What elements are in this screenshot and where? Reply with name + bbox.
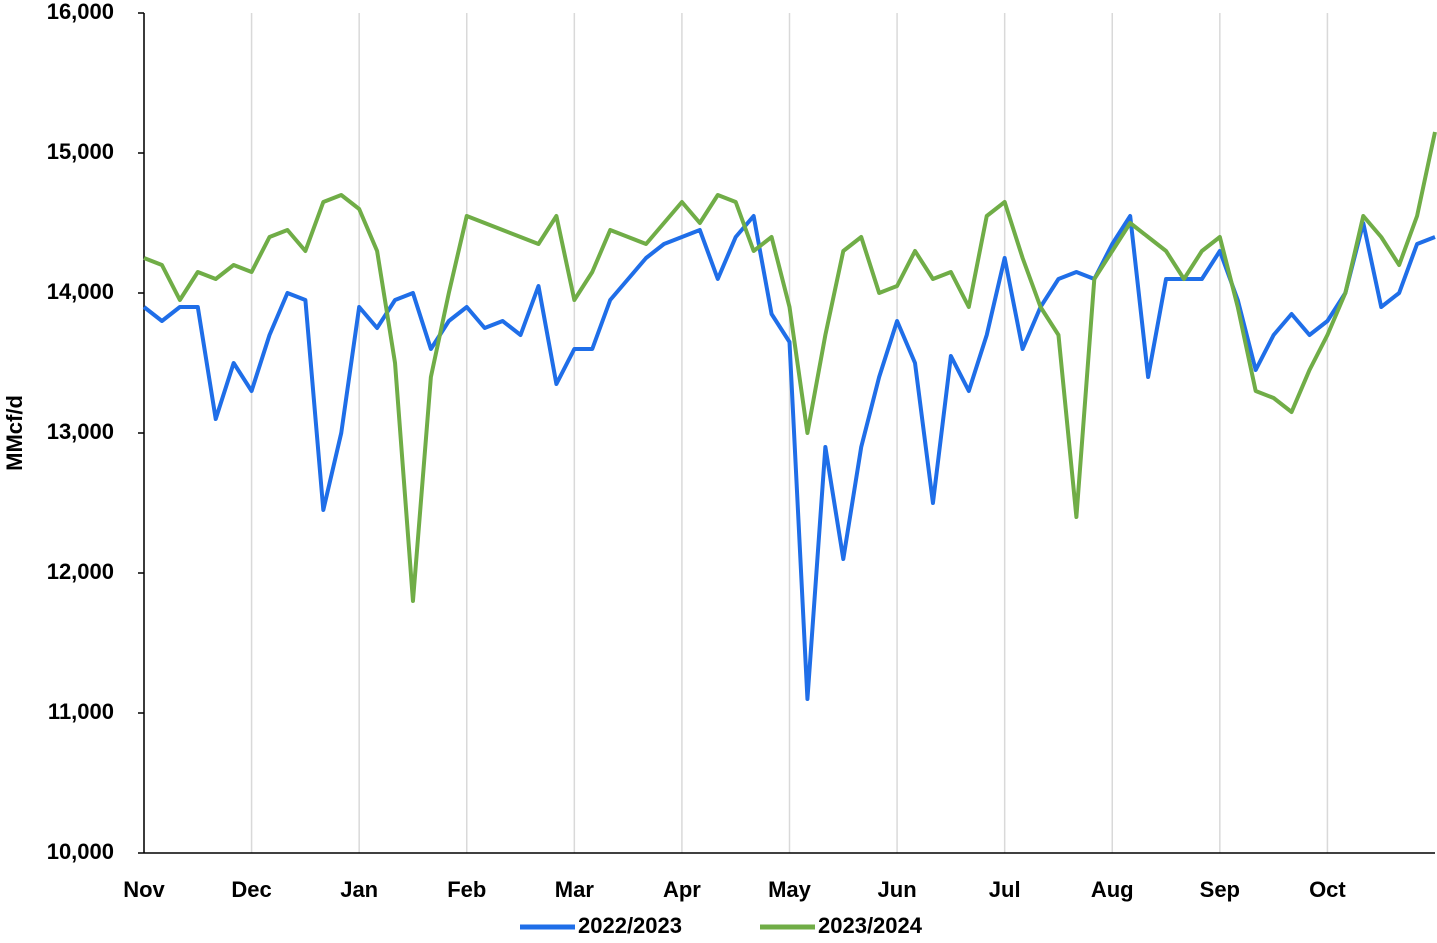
y-tick-label: 15,000 — [47, 139, 114, 164]
legend-label: 2022/2023 — [578, 913, 682, 938]
y-axis-label: MMcf/d — [2, 395, 27, 471]
y-tick-label: 10,000 — [47, 839, 114, 864]
series-line — [143, 131, 1437, 603]
x-tick-label: Jul — [989, 877, 1021, 902]
y-tick-label: 13,000 — [47, 419, 114, 444]
x-tick-label: Jan — [340, 877, 378, 902]
y-tick-label: 14,000 — [47, 279, 114, 304]
legend-label: 2023/2024 — [818, 913, 923, 938]
x-tick-label: Oct — [1309, 877, 1346, 902]
x-tick-label: Jun — [878, 877, 917, 902]
x-tick-label: Apr — [663, 877, 701, 902]
y-tick-label: 16,000 — [47, 0, 114, 24]
x-tick-label: May — [768, 877, 812, 902]
x-tick-label: Aug — [1091, 877, 1134, 902]
x-tick-label: Feb — [447, 877, 486, 902]
y-tick-label: 12,000 — [47, 559, 114, 584]
series-line — [142, 214, 1436, 701]
x-tick-label: Mar — [555, 877, 595, 902]
x-tick-label: Sep — [1200, 877, 1240, 902]
x-tick-label: Dec — [231, 877, 271, 902]
x-tick-label: Nov — [123, 877, 165, 902]
y-tick-label: 11,000 — [48, 699, 114, 724]
